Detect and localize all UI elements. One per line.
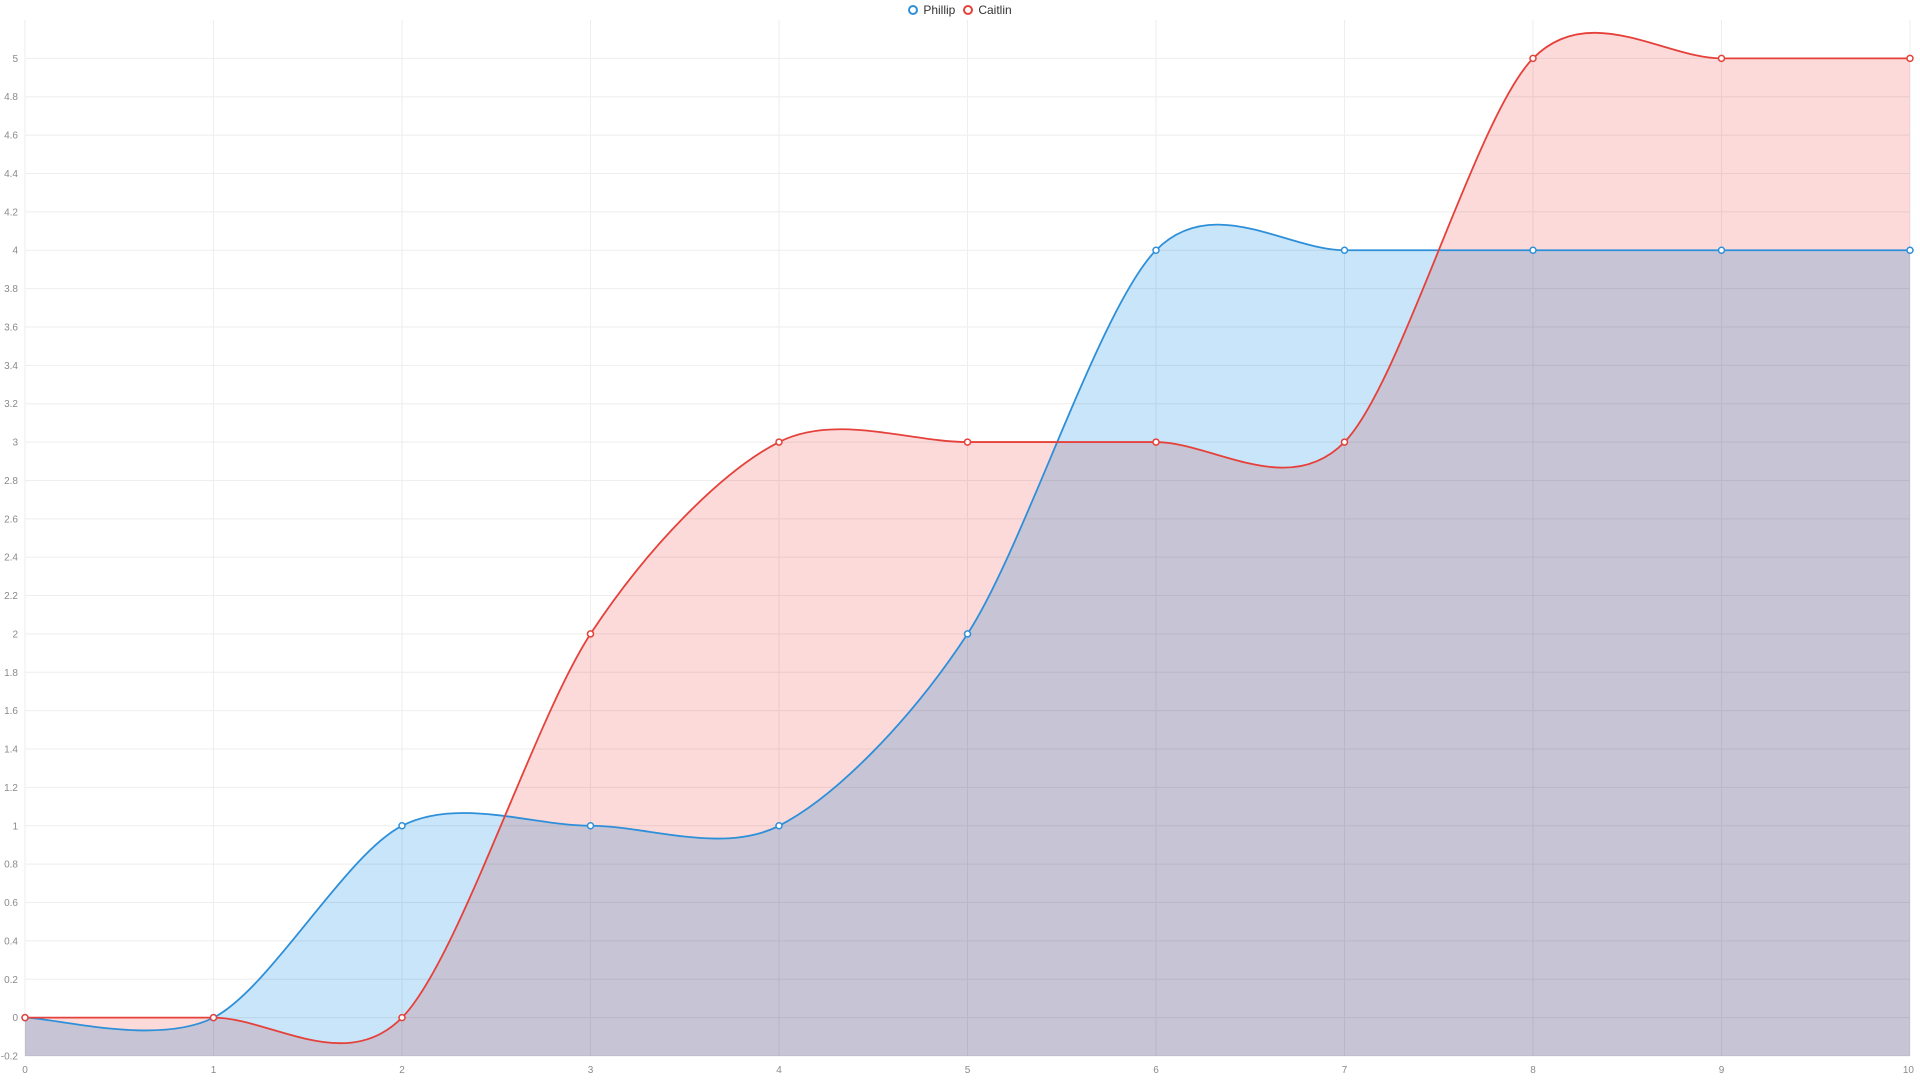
data-point: [1152, 246, 1160, 254]
y-tick-label: 3.2: [4, 399, 18, 410]
y-tick-label: 1.4: [4, 745, 18, 756]
data-point: [1529, 54, 1537, 63]
legend-label-phillip: Phillip: [923, 3, 956, 17]
y-tick-label: 0.2: [4, 975, 18, 986]
y-tick-label: 2.8: [4, 476, 18, 487]
legend-swatch-caitlin: [963, 5, 974, 15]
data-point: [963, 438, 972, 446]
areas: [25, 32, 1910, 1057]
y-tick-label: -0.2: [1, 1052, 19, 1063]
legend-label-caitlin: Caitlin: [978, 3, 1012, 17]
y-tick-label: 0.4: [4, 936, 18, 947]
data-point: [775, 438, 783, 446]
legend: Phillip Caitlin: [0, 3, 1920, 17]
y-tick-label: 3: [12, 438, 18, 449]
y-tick-label: 3.4: [4, 361, 18, 372]
data-point: [1906, 246, 1914, 254]
y-tick-label: 2.4: [4, 553, 18, 564]
y-tick-label: 2.2: [4, 591, 18, 602]
data-point: [1906, 54, 1914, 63]
legend-item-caitlin[interactable]: Caitlin: [963, 3, 1012, 17]
data-point: [775, 822, 783, 830]
legend-item-phillip[interactable]: Phillip: [908, 3, 955, 17]
area-caitlin: [25, 32, 1910, 1057]
y-tick-label: 0.8: [4, 860, 18, 871]
data-point: [209, 1013, 218, 1022]
y-tick-label: 0: [12, 1013, 18, 1024]
x-tick-label: 2: [399, 1065, 405, 1076]
y-tick-label: 1.2: [4, 783, 18, 794]
y-tick-label: 4: [12, 246, 18, 257]
x-tick-label: 1: [211, 1065, 217, 1076]
y-tick-label: 4.2: [4, 207, 18, 218]
data-point: [1717, 246, 1726, 254]
y-axis: -0.2 0 0.2 0.4 0.6 0.8 1 1.2 1.4 1.6 1.8 2 2.2 2.4 2.6…: [1, 54, 19, 1063]
legend-swatch-phillip: [908, 5, 919, 15]
data-point: [586, 630, 595, 638]
x-tick-label: 5: [965, 1065, 971, 1076]
x-tick-label: 3: [588, 1065, 594, 1076]
x-tick-label: 6: [1153, 1065, 1159, 1076]
y-tick-label: 1: [12, 821, 18, 832]
x-tick-label: 7: [1342, 1065, 1348, 1076]
series-points-caitlin: [21, 54, 1914, 1022]
y-tick-label: 1.6: [4, 706, 18, 717]
data-point: [398, 1013, 406, 1022]
y-tick-label: 5: [12, 54, 18, 65]
data-point: [1717, 54, 1726, 63]
data-point: [1529, 246, 1537, 254]
data-point: [21, 1013, 29, 1022]
y-tick-label: 3.8: [4, 284, 18, 295]
y-tick-label: 4.8: [4, 92, 18, 103]
data-point: [1152, 438, 1160, 446]
data-point: [398, 822, 406, 830]
data-point: [963, 630, 972, 638]
data-point: [586, 822, 595, 830]
x-tick-label: 9: [1719, 1065, 1725, 1076]
y-tick-label: 4.4: [4, 169, 18, 180]
x-tick-label: 8: [1530, 1065, 1536, 1076]
x-axis: 0 1 2 3 4 5 6 7 8 9 10: [22, 1065, 1914, 1076]
data-point: [1340, 438, 1349, 446]
data-point: [1340, 246, 1349, 254]
y-tick-label: 2: [12, 629, 18, 640]
y-tick-label: 4.6: [4, 131, 18, 142]
x-tick-label: 10: [1903, 1065, 1915, 1076]
x-tick-label: 0: [22, 1065, 28, 1076]
x-tick-label: 4: [776, 1065, 782, 1076]
y-tick-label: 3.6: [4, 322, 18, 333]
y-tick-label: 1.8: [4, 668, 18, 679]
y-tick-label: 0.6: [4, 898, 18, 909]
y-tick-label: 2.6: [4, 514, 18, 525]
